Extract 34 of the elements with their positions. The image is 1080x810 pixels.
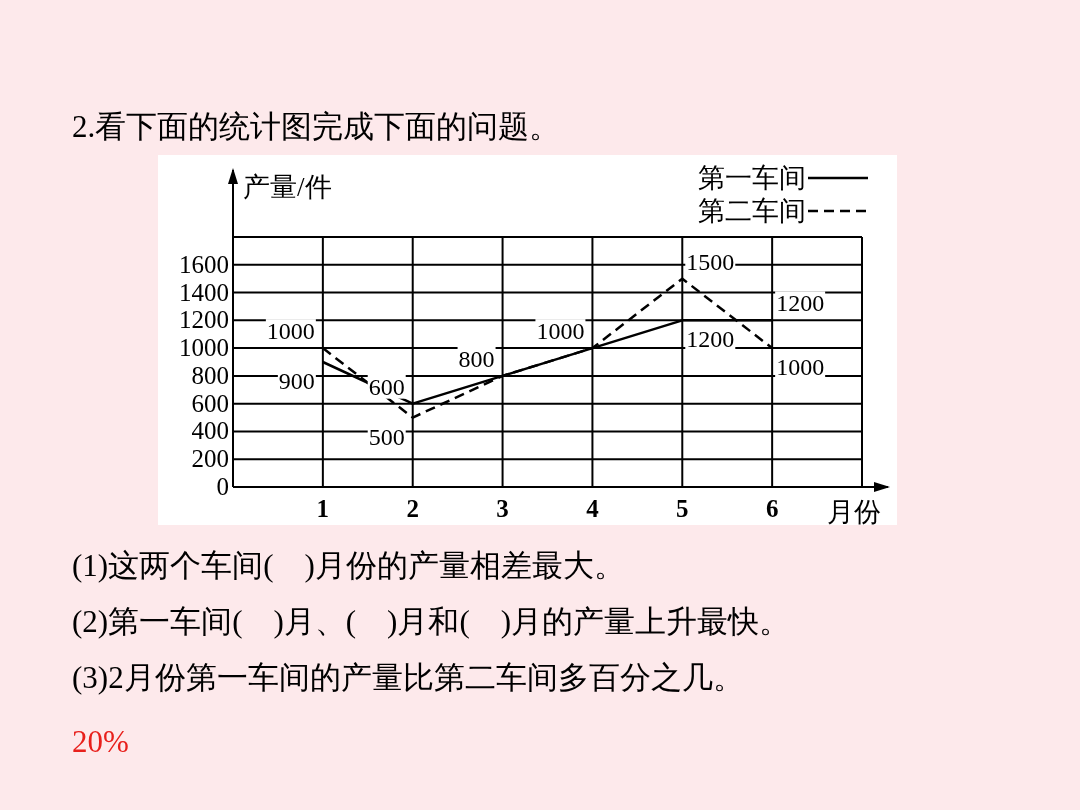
data-label: 1000 bbox=[266, 318, 315, 345]
y-tick-label: 1200 bbox=[179, 306, 229, 334]
x-tick-label: 6 bbox=[765, 495, 779, 522]
y-tick-label: 400 bbox=[191, 417, 229, 445]
text: (2)第一车间( )月、( )月和( )月的产量上升最快。 bbox=[72, 604, 791, 639]
x-tick-label: 3 bbox=[496, 495, 509, 522]
data-label: 900 bbox=[278, 368, 315, 394]
data-label: 800 bbox=[458, 345, 495, 372]
y-tick-label: 1600 bbox=[179, 250, 229, 278]
data-label: 1200 bbox=[686, 326, 735, 353]
x-tick-label: 2 bbox=[406, 495, 419, 522]
data-label: 500 bbox=[368, 423, 405, 450]
x-tick-label: 1 bbox=[316, 495, 330, 522]
data-label: 1500 bbox=[686, 248, 735, 275]
data-label: 1000 bbox=[536, 318, 585, 345]
x-axis-title: 月份 bbox=[827, 497, 881, 527]
y-tick-label: 200 bbox=[191, 445, 229, 473]
y-tick-label: 1400 bbox=[179, 278, 229, 306]
chart-title: 2.看下面的统计图完成下面的问题。 bbox=[72, 109, 561, 144]
legend-label: 第二车间 bbox=[698, 196, 806, 226]
data-label: 1000 bbox=[776, 354, 825, 381]
text: 20% bbox=[72, 724, 129, 759]
data-label: 1200 bbox=[776, 290, 825, 317]
y-tick-label: 600 bbox=[191, 389, 229, 417]
y-tick-label: 0 bbox=[216, 473, 229, 500]
y-tick-label: 1000 bbox=[179, 334, 229, 362]
x-tick-label: 4 bbox=[586, 495, 600, 522]
x-tick-label: 5 bbox=[676, 495, 689, 522]
legend-label: 第一车间 bbox=[698, 163, 806, 193]
y-axis-title: 产量/件 bbox=[243, 172, 332, 202]
text: (3)2月份第一车间的产量比第二车间多百分之几。 bbox=[72, 660, 744, 695]
data-label: 600 bbox=[368, 373, 405, 400]
y-tick-label: 800 bbox=[191, 361, 229, 389]
text: (1)这两个车间( )月份的产量相差最大。 bbox=[72, 548, 625, 583]
